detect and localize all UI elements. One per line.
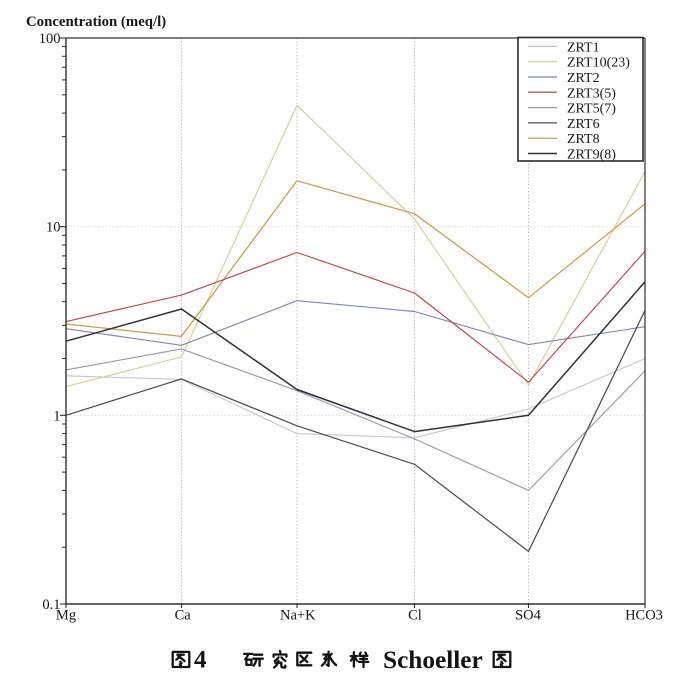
svg-text:Cl: Cl	[408, 608, 422, 624]
svg-text:ZRT9(8): ZRT9(8)	[567, 148, 616, 163]
svg-text:ZRT8: ZRT8	[567, 132, 600, 147]
svg-text:ZRT3(5): ZRT3(5)	[567, 86, 616, 101]
svg-text:ZRT1: ZRT1	[567, 40, 600, 55]
svg-text:HCO3: HCO3	[625, 608, 663, 624]
svg-text:1: 1	[53, 408, 60, 424]
svg-text:0.1: 0.1	[42, 597, 60, 613]
svg-text:10: 10	[46, 220, 61, 236]
svg-text:4: 4	[194, 647, 207, 674]
svg-text:Na+K: Na+K	[280, 608, 316, 624]
svg-text:100: 100	[39, 31, 61, 47]
svg-text:Mg: Mg	[56, 608, 76, 624]
svg-text:ZRT6: ZRT6	[567, 117, 600, 132]
svg-text:ZRT5(7): ZRT5(7)	[567, 102, 616, 117]
svg-text:ZRT10(23): ZRT10(23)	[567, 56, 630, 71]
svg-text:Ca: Ca	[175, 608, 192, 624]
svg-text:Concentration (meq/l): Concentration (meq/l)	[26, 14, 166, 30]
svg-text:SO4: SO4	[515, 608, 542, 624]
svg-text:ZRT2: ZRT2	[567, 71, 600, 86]
svg-text:Schoeller: Schoeller	[383, 646, 483, 674]
